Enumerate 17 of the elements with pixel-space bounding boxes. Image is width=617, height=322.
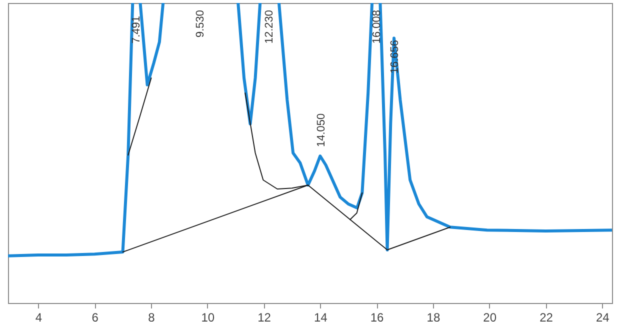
x-tick-label: 8 xyxy=(148,310,156,322)
annotation: 14.050 xyxy=(316,113,328,147)
annotation: 16.008 xyxy=(370,10,383,44)
x-tick-label: 14 xyxy=(314,310,328,322)
x-tick-label: 18 xyxy=(426,310,440,322)
x-tick-label: 10 xyxy=(201,310,215,322)
x-tick-label: 6 xyxy=(92,310,99,322)
x-tick-label: 24 xyxy=(596,310,610,322)
annotation: 7.491 xyxy=(130,16,143,44)
x-tick-label: 4 xyxy=(35,310,42,322)
x-tick-label: 12 xyxy=(258,310,272,322)
x-tick-label: 16 xyxy=(370,310,384,322)
annotation: 9.530 xyxy=(194,10,207,38)
annotation: 16.656 xyxy=(389,40,402,74)
x-tick-label: 22 xyxy=(540,310,554,322)
x-tick-label: 20 xyxy=(483,310,497,322)
annotation: 12.230 xyxy=(264,10,276,44)
